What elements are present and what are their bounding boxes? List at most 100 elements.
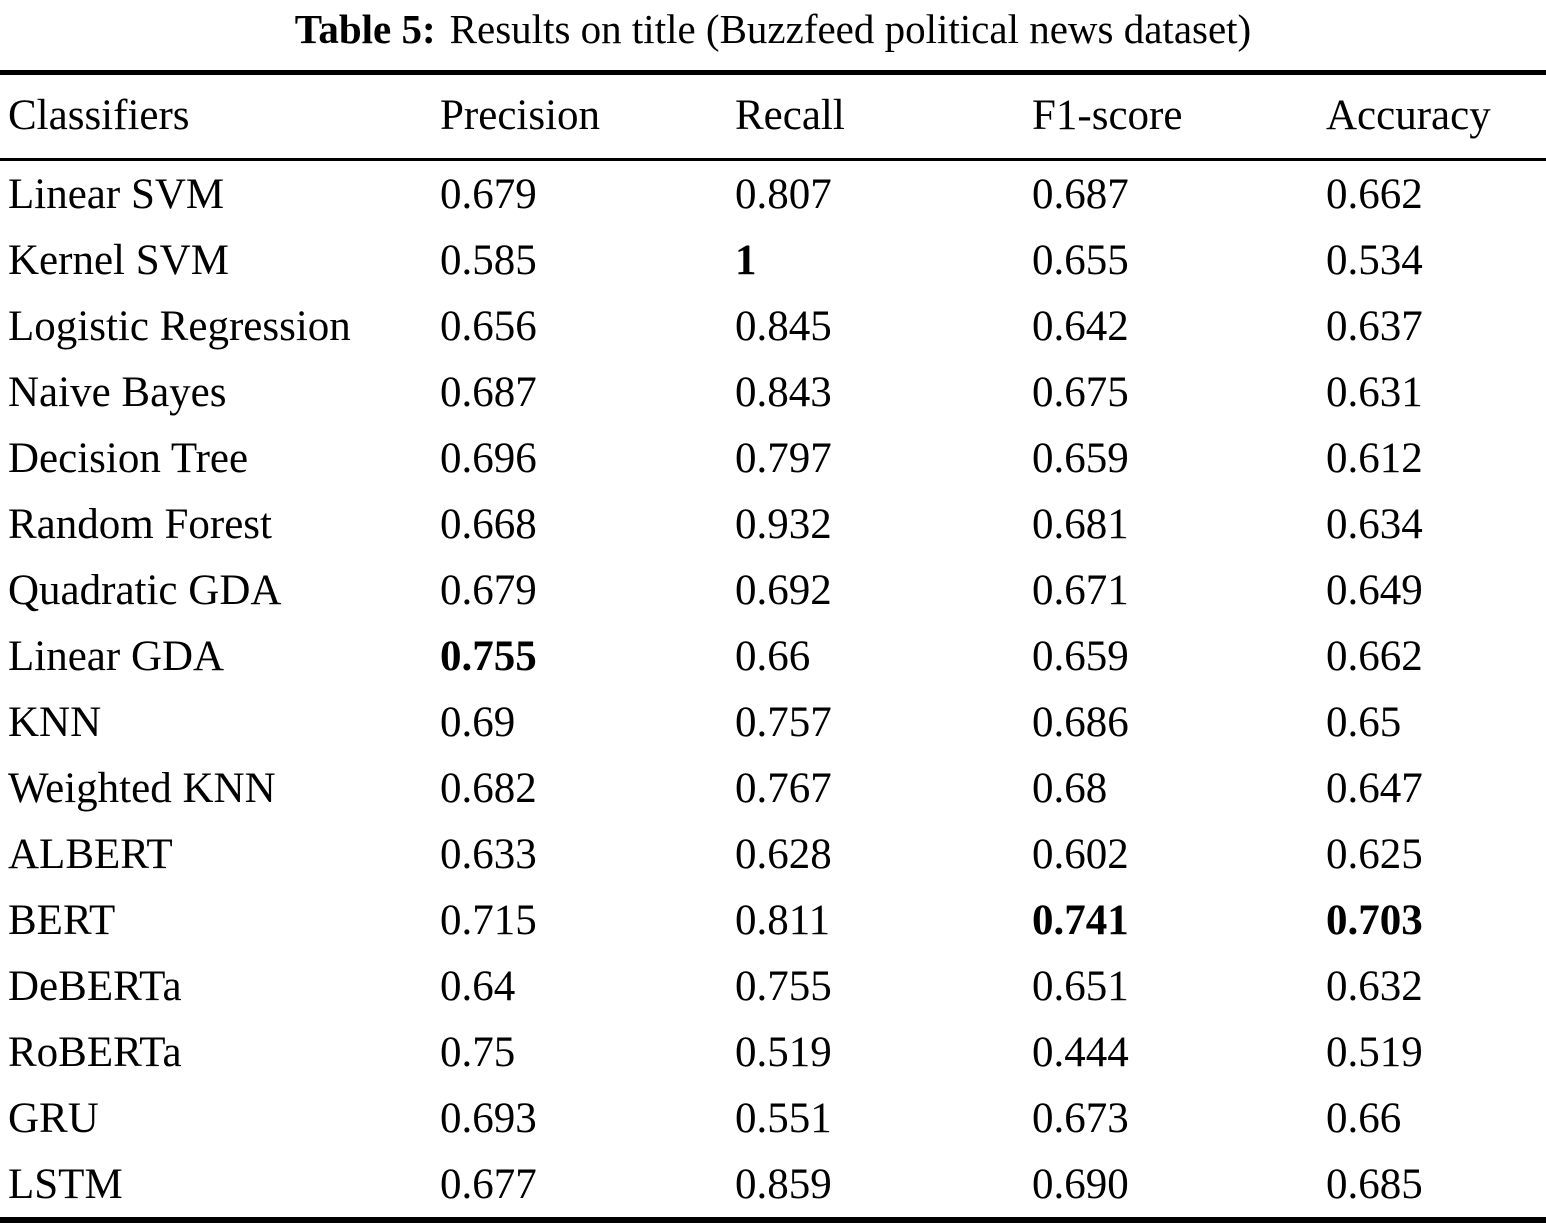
precision-cell: 0.696 [440,434,537,482]
f1-score-cell: 0.444 [1032,1028,1129,1076]
accuracy-cell: 0.649 [1326,566,1423,614]
recall-cell: 1 [735,236,757,284]
classifier-cell: Random Forest [8,500,272,548]
column-header-f1-score: F1-score [1032,72,1326,161]
recall-cell: 0.859 [735,1160,832,1208]
table-caption-label: Table 5: [294,6,436,52]
table-row: DeBERTa 0.64 0.755 0.651 0.632 [0,953,1546,1019]
column-header-precision: Precision [440,72,735,161]
accuracy-cell: 0.662 [1326,170,1423,218]
column-header-recall: Recall [735,72,1032,161]
table-row: Quadratic GDA 0.679 0.692 0.671 0.649 [0,557,1546,623]
classifier-cell: Logistic Regression [8,302,351,350]
precision-cell: 0.75 [440,1028,516,1076]
classifier-cell: GRU [8,1094,99,1142]
precision-cell: 0.693 [440,1094,537,1142]
accuracy-cell: 0.662 [1326,632,1423,680]
accuracy-cell: 0.634 [1326,500,1423,548]
f1-score-cell: 0.68 [1032,764,1108,812]
table-row: Linear SVM 0.679 0.807 0.687 0.662 [0,160,1546,228]
precision-cell: 0.668 [440,500,537,548]
precision-cell: 0.656 [440,302,537,350]
recall-cell: 0.797 [735,434,832,482]
table-row: Linear GDA 0.755 0.66 0.659 0.662 [0,623,1546,689]
results-table: Classifiers Precision Recall F1-score Ac… [0,70,1546,1223]
recall-cell: 0.757 [735,698,832,746]
classifier-cell: DeBERTa [8,962,182,1010]
accuracy-cell: 0.703 [1326,896,1423,944]
classifier-cell: Decision Tree [8,434,249,482]
classifier-cell: ALBERT [8,830,173,878]
classifier-cell: LSTM [8,1160,123,1208]
recall-cell: 0.843 [735,368,832,416]
column-header-accuracy: Accuracy [1326,72,1546,161]
recall-cell: 0.767 [735,764,832,812]
table-row: GRU 0.693 0.551 0.673 0.66 [0,1085,1546,1151]
f1-score-cell: 0.675 [1032,368,1129,416]
table-row: ALBERT 0.633 0.628 0.602 0.625 [0,821,1546,887]
f1-score-cell: 0.651 [1032,962,1129,1010]
table-row: Logistic Regression 0.656 0.845 0.642 0.… [0,293,1546,359]
table-header: Classifiers Precision Recall F1-score Ac… [0,72,1546,161]
recall-cell: 0.519 [735,1028,832,1076]
f1-score-cell: 0.659 [1032,434,1129,482]
accuracy-cell: 0.632 [1326,962,1423,1010]
recall-cell: 0.932 [735,500,832,548]
recall-cell: 0.811 [735,896,831,944]
precision-cell: 0.679 [440,566,537,614]
f1-score-cell: 0.681 [1032,500,1129,548]
classifier-cell: Linear GDA [8,632,225,680]
table-row: Weighted KNN 0.682 0.767 0.68 0.647 [0,755,1546,821]
page: Table 5: Results on title (Buzzfeed polit… [0,4,1546,1223]
accuracy-cell: 0.519 [1326,1028,1423,1076]
recall-cell: 0.628 [735,830,832,878]
accuracy-cell: 0.625 [1326,830,1423,878]
precision-cell: 0.755 [440,632,537,680]
f1-score-cell: 0.602 [1032,830,1129,878]
precision-cell: 0.715 [440,896,537,944]
accuracy-cell: 0.685 [1326,1160,1423,1208]
accuracy-cell: 0.647 [1326,764,1423,812]
table-row: KNN 0.69 0.757 0.686 0.65 [0,689,1546,755]
f1-score-cell: 0.673 [1032,1094,1129,1142]
recall-cell: 0.807 [735,170,832,218]
recall-cell: 0.551 [735,1094,832,1142]
f1-score-cell: 0.671 [1032,566,1129,614]
accuracy-cell: 0.612 [1326,434,1423,482]
precision-cell: 0.64 [440,962,516,1010]
accuracy-cell: 0.637 [1326,302,1423,350]
accuracy-cell: 0.66 [1326,1094,1402,1142]
table-row: LSTM 0.677 0.859 0.690 0.685 [0,1151,1546,1220]
classifier-cell: BERT [8,896,116,944]
f1-score-cell: 0.741 [1032,896,1129,944]
precision-cell: 0.682 [440,764,537,812]
precision-cell: 0.677 [440,1160,537,1208]
recall-cell: 0.755 [735,962,832,1010]
precision-cell: 0.585 [440,236,537,284]
recall-cell: 0.845 [735,302,832,350]
classifier-cell: Naive Bayes [8,368,227,416]
f1-score-cell: 0.659 [1032,632,1129,680]
classifier-cell: Quadratic GDA [8,566,282,614]
table-row: BERT 0.715 0.811 0.741 0.703 [0,887,1546,953]
accuracy-cell: 0.631 [1326,368,1423,416]
table-body: Linear SVM 0.679 0.807 0.687 0.662 Kerne… [0,160,1546,1221]
column-header-classifiers: Classifiers [0,72,440,161]
classifier-cell: Linear SVM [8,170,225,218]
classifier-cell: Weighted KNN [8,764,276,812]
table-row: Naive Bayes 0.687 0.843 0.675 0.631 [0,359,1546,425]
precision-cell: 0.687 [440,368,537,416]
classifier-cell: KNN [8,698,102,746]
classifier-cell: Kernel SVM [8,236,229,284]
f1-score-cell: 0.690 [1032,1160,1129,1208]
f1-score-cell: 0.655 [1032,236,1129,284]
table-row: Random Forest 0.668 0.932 0.681 0.634 [0,491,1546,557]
recall-cell: 0.692 [735,566,832,614]
precision-cell: 0.633 [440,830,537,878]
precision-cell: 0.69 [440,698,516,746]
f1-score-cell: 0.642 [1032,302,1129,350]
recall-cell: 0.66 [735,632,811,680]
f1-score-cell: 0.687 [1032,170,1129,218]
table-row: Decision Tree 0.696 0.797 0.659 0.612 [0,425,1546,491]
table-caption: Table 5: Results on title (Buzzfeed polit… [0,4,1546,54]
